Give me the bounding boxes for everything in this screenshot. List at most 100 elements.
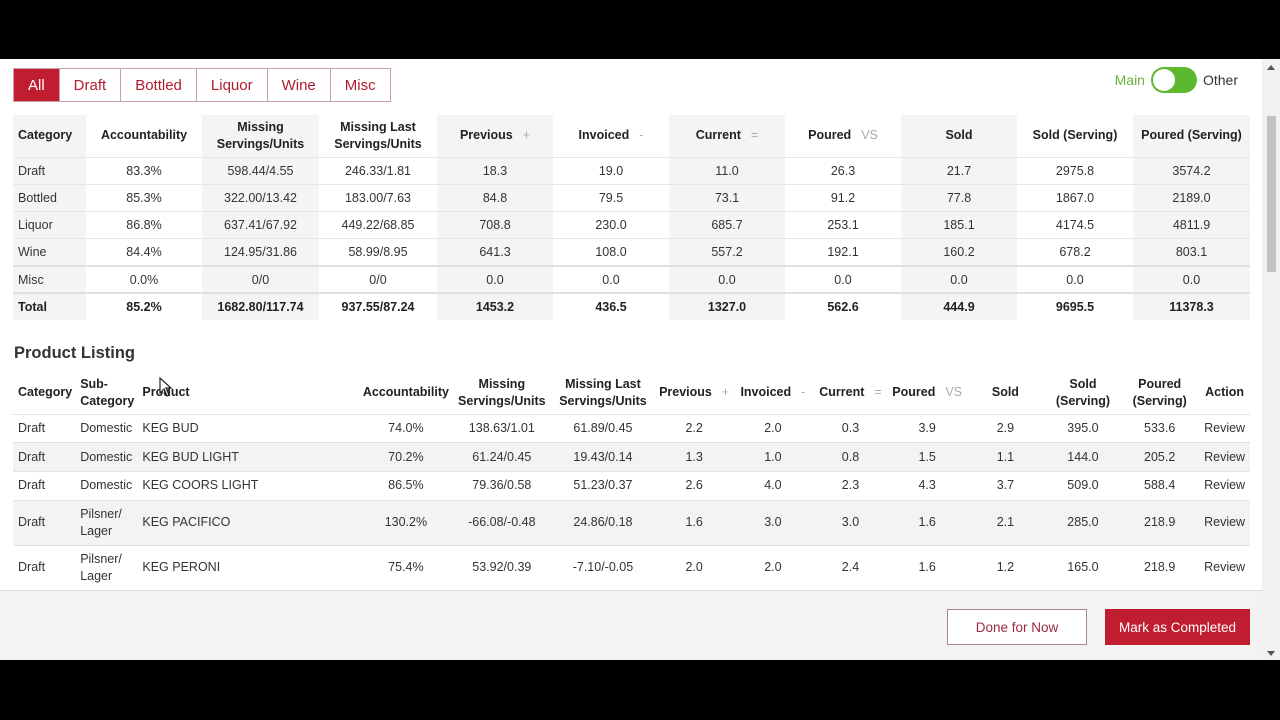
col-invoiced: Invoiced - [740, 385, 806, 400]
review-link[interactable]: Review [1199, 544, 1250, 591]
poured: 1.6 [889, 499, 966, 546]
col-missing: Missing Servings/Units [458, 376, 546, 408]
poured-serving: 11378.3 [1133, 292, 1250, 321]
current: 3.0 [811, 499, 890, 546]
poured: 253.1 [785, 211, 901, 239]
col-current: Current = [669, 115, 785, 157]
plus-operator: + [522, 128, 531, 143]
missing-last: 19.43/0.14 [551, 442, 655, 472]
vertical-scrollbar[interactable] [1262, 59, 1280, 660]
sub-category: Pilsner/Lager [75, 544, 138, 591]
sold-serving: 9695.5 [1017, 292, 1133, 321]
sub-category: Domestic [75, 470, 138, 501]
accountability: 75.4% [359, 544, 452, 591]
current: 0.3 [811, 413, 890, 443]
invoiced: 4.0 [734, 470, 812, 501]
minus-operator: - [801, 385, 806, 400]
toggle-label-other: Other [1202, 72, 1238, 88]
category: Wine [13, 238, 86, 267]
current: 2.4 [811, 544, 890, 591]
missing: 138.63/1.01 [451, 413, 552, 443]
done-for-now-button[interactable]: Done for Now [947, 609, 1087, 645]
accountability: 86.5% [359, 470, 452, 501]
tab-wine[interactable]: Wine [267, 69, 331, 101]
minus-operator: - [639, 128, 644, 143]
current: 1327.0 [669, 292, 785, 321]
col-missing-last: Missing Last Servings/Units [559, 376, 647, 408]
current: 11.0 [669, 156, 785, 185]
category: Draft [13, 544, 76, 591]
product-name: KEG BUD LIGHT [137, 442, 360, 472]
category: Draft [13, 156, 86, 185]
mark-as-completed-button[interactable]: Mark as Completed [1105, 609, 1250, 645]
col-sub-category: Sub- Category [80, 376, 135, 408]
equals-operator: = [750, 128, 759, 143]
poured: 562.6 [785, 292, 901, 321]
scrollbar-thumb[interactable] [1267, 116, 1276, 272]
review-link[interactable]: Review [1199, 499, 1250, 546]
equals-operator: = [874, 385, 882, 400]
sold: 2.9 [965, 413, 1046, 443]
missing: 53.92/0.39 [451, 544, 552, 591]
accountability: 85.3% [86, 183, 202, 212]
poured: 3.9 [889, 413, 966, 443]
accountability: 130.2% [359, 499, 452, 546]
missing-last: 449.22/68.85 [319, 211, 437, 239]
toggle-label-main: Main [1114, 72, 1145, 88]
scroll-down-arrow-icon[interactable] [1267, 651, 1275, 656]
sold: 185.1 [901, 211, 1017, 239]
sold-serving: 509.0 [1045, 470, 1121, 501]
col-missing: Missing Servings/Units [202, 115, 319, 157]
product-name: KEG COORS LIGHT [137, 470, 360, 501]
poured-serving: 803.1 [1133, 238, 1250, 267]
sold: 77.8 [901, 183, 1017, 212]
col-invoiced: Invoiced - [578, 128, 644, 143]
current: 73.1 [669, 183, 785, 212]
tab-bottled[interactable]: Bottled [121, 69, 197, 101]
sold-serving: 285.0 [1045, 499, 1121, 546]
sold-serving: 1867.0 [1017, 183, 1133, 212]
review-link[interactable]: Review [1199, 442, 1250, 472]
category: Draft [13, 470, 76, 501]
summary-row-total: Total 85.2% 1682.80/117.74 937.55/87.24 … [13, 292, 1250, 321]
missing-last: 24.86/0.18 [551, 499, 655, 546]
review-link[interactable]: Review [1199, 470, 1250, 501]
missing: 598.44/4.55 [202, 156, 319, 185]
product-header-row: Category Sub-Category Product Accountabi… [13, 372, 1250, 414]
invoiced: 79.5 [553, 183, 669, 212]
poured-serving: 218.9 [1120, 499, 1200, 546]
tab-misc[interactable]: Misc [330, 69, 390, 101]
plus-operator: + [721, 385, 730, 400]
main-other-toggle[interactable] [1150, 67, 1197, 93]
poured-serving: 3574.2 [1133, 156, 1250, 185]
review-link[interactable]: Review [1199, 413, 1250, 443]
sold: 21.7 [901, 156, 1017, 185]
vs-operator: VS [861, 128, 878, 143]
poured-serving: 2189.0 [1133, 183, 1250, 212]
missing: 322.00/13.42 [202, 183, 319, 212]
missing: 0/0 [202, 265, 319, 294]
col-poured-serving: Poured (Serving) [1132, 376, 1187, 408]
col-sold: Sold [991, 385, 1019, 400]
col-missing-last: Missing Last Servings/Units [334, 119, 422, 151]
toggle-knob [1152, 69, 1175, 91]
tab-all[interactable]: All [14, 69, 60, 101]
col-action: Action [1205, 385, 1245, 400]
sold: 2.1 [965, 499, 1046, 546]
invoiced: 436.5 [553, 292, 669, 321]
missing-last: 51.23/0.37 [551, 470, 655, 501]
product-name: KEG PACIFICO [137, 499, 360, 546]
missing: 79.36/0.58 [451, 470, 552, 501]
previous: 18.3 [437, 156, 553, 185]
tab-liquor[interactable]: Liquor [196, 69, 268, 101]
previous: 2.2 [654, 413, 735, 443]
product-row: Draft Pilsner/Lager KEG PERONI 75.4% 53.… [13, 544, 1250, 591]
tab-draft[interactable]: Draft [59, 69, 122, 101]
scroll-up-arrow-icon[interactable] [1267, 65, 1275, 70]
col-current: Current = [819, 385, 882, 400]
product-row: Draft Domestic KEG COORS LIGHT 86.5% 79.… [13, 470, 1250, 501]
sub-category: Pilsner/Lager [75, 499, 138, 546]
poured-serving: 533.6 [1120, 413, 1200, 443]
app-viewport: All Draft Bottled Liquor Wine Misc Main … [0, 59, 1280, 660]
poured-serving: 588.4 [1120, 470, 1200, 501]
